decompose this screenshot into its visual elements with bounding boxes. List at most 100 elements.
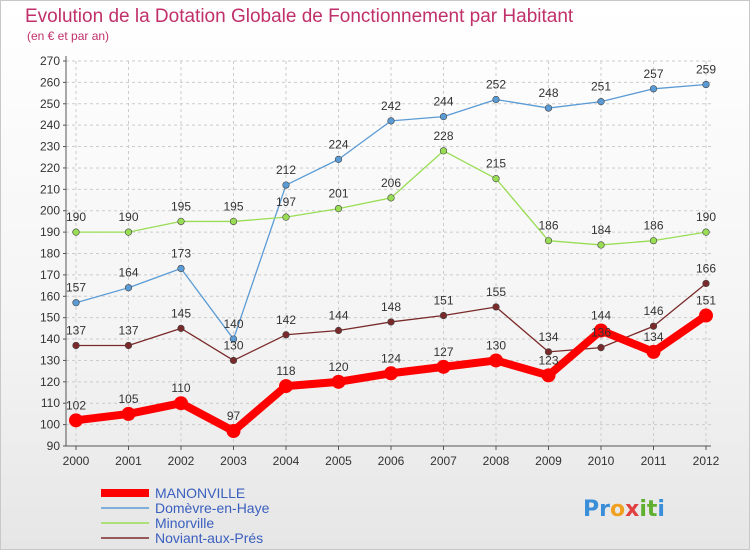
data-point bbox=[699, 308, 713, 323]
data-point bbox=[649, 322, 658, 330]
legend-label: Domèvre-en-Haye bbox=[155, 500, 270, 516]
data-label: 134 bbox=[538, 330, 558, 344]
y-tick-labels: 90 100 110 120 130 140 150 160 170 180 190 200 210 22… bbox=[40, 54, 60, 453]
data-point bbox=[489, 353, 503, 368]
x-tick-label: 2006 bbox=[378, 454, 405, 468]
x-tick-label: 2007 bbox=[430, 454, 457, 468]
data-label: 186 bbox=[643, 219, 663, 233]
data-label: 242 bbox=[381, 99, 401, 113]
x-tick-label: 2011 bbox=[641, 454, 667, 468]
data-label: 195 bbox=[171, 199, 191, 213]
data-point bbox=[597, 98, 605, 106]
data-point bbox=[282, 213, 290, 221]
y-tick-label: 220 bbox=[40, 161, 60, 175]
legend: MANONVILLEDomèvre-en-HayeMinorvilleNovia… bbox=[101, 485, 270, 546]
series-points bbox=[69, 80, 713, 439]
data-label: 259 bbox=[696, 63, 716, 77]
data-label: 252 bbox=[486, 78, 506, 92]
data-point bbox=[334, 326, 343, 335]
data-label: 148 bbox=[381, 300, 401, 314]
data-label: 118 bbox=[276, 364, 295, 378]
logo-letter: x bbox=[625, 497, 639, 522]
data-point bbox=[702, 279, 710, 288]
x-tick-label: 2000 bbox=[63, 454, 90, 468]
x-tick-label: 2010 bbox=[588, 454, 615, 468]
data-point bbox=[594, 323, 608, 338]
y-tick-label: 260 bbox=[40, 75, 60, 89]
data-point bbox=[174, 396, 188, 411]
data-label: 146 bbox=[643, 304, 663, 318]
data-label: 244 bbox=[433, 95, 453, 109]
data-point bbox=[72, 341, 80, 350]
x-tick-label: 2002 bbox=[168, 454, 195, 468]
data-label: 215 bbox=[486, 157, 506, 171]
y-tick-label: 200 bbox=[40, 204, 60, 218]
x-tick-label: 2008 bbox=[483, 454, 510, 468]
data-point bbox=[282, 331, 290, 339]
data-point bbox=[492, 95, 500, 104]
data-point bbox=[69, 413, 83, 428]
data-label: 130 bbox=[486, 338, 506, 352]
data-label: 105 bbox=[118, 392, 138, 406]
y-tick-label: 170 bbox=[40, 268, 60, 282]
data-point bbox=[439, 311, 448, 320]
y-tick-label: 130 bbox=[40, 353, 60, 367]
data-point bbox=[331, 374, 346, 389]
data-label: 186 bbox=[538, 219, 558, 233]
x-tick-label: 2009 bbox=[535, 454, 562, 468]
data-label: 155 bbox=[486, 285, 506, 299]
data-label: 173 bbox=[171, 246, 191, 260]
x-tick-labels: 2000 2001 2002 2003 2004 2005 2006 2007 2008 2009… bbox=[63, 454, 720, 468]
logo-letter: P bbox=[583, 497, 599, 522]
data-point bbox=[541, 368, 556, 383]
data-point bbox=[649, 85, 658, 93]
data-label: 102 bbox=[66, 398, 86, 412]
data-point bbox=[544, 348, 553, 356]
y-tick-label: 270 bbox=[40, 54, 60, 68]
data-point bbox=[121, 406, 136, 421]
x-tick-label: 2003 bbox=[220, 454, 247, 468]
data-label: 190 bbox=[118, 210, 138, 224]
data-label: 157 bbox=[66, 281, 86, 295]
y-tick-label: 150 bbox=[40, 311, 60, 325]
data-point bbox=[229, 356, 238, 365]
data-point bbox=[492, 175, 500, 183]
data-point bbox=[229, 335, 238, 343]
axes bbox=[63, 56, 711, 450]
data-label: 142 bbox=[276, 313, 296, 327]
y-tick-label: 180 bbox=[40, 247, 60, 261]
data-label: 144 bbox=[328, 309, 348, 323]
data-point bbox=[387, 318, 395, 326]
data-point bbox=[702, 80, 710, 89]
data-label: 228 bbox=[433, 129, 453, 143]
data-label: 151 bbox=[696, 294, 716, 308]
data-point bbox=[702, 228, 710, 236]
chart-title: Evolution de la Dotation Globale de Fonc… bbox=[25, 6, 574, 27]
y-tick-label: 110 bbox=[41, 396, 60, 410]
data-label: 110 bbox=[171, 381, 190, 395]
logo-letter: i bbox=[657, 497, 665, 522]
chart-subtitle: (en € et par an) bbox=[27, 29, 109, 43]
y-tick-label: 250 bbox=[40, 97, 60, 111]
x-tick-label: 2012 bbox=[693, 454, 720, 468]
data-point bbox=[334, 155, 343, 163]
data-label: 190 bbox=[696, 210, 716, 224]
data-point bbox=[177, 324, 185, 332]
y-tick-label: 90 bbox=[47, 439, 61, 453]
proxiti-logo: Proxiti bbox=[583, 497, 665, 522]
data-point bbox=[124, 284, 133, 292]
legend-label: Minorville bbox=[155, 515, 214, 531]
y-tick-label: 120 bbox=[40, 375, 60, 389]
data-point bbox=[439, 113, 448, 121]
data-point bbox=[279, 379, 293, 394]
data-point bbox=[124, 228, 133, 236]
data-point bbox=[229, 217, 238, 226]
data-label: 166 bbox=[696, 261, 716, 275]
data-label: 120 bbox=[328, 360, 348, 374]
data-point bbox=[387, 117, 395, 125]
data-point bbox=[436, 359, 451, 374]
y-tick-label: 230 bbox=[40, 140, 60, 154]
data-point bbox=[177, 217, 185, 226]
y-tick-label: 210 bbox=[40, 182, 60, 196]
data-label: 164 bbox=[118, 266, 138, 280]
